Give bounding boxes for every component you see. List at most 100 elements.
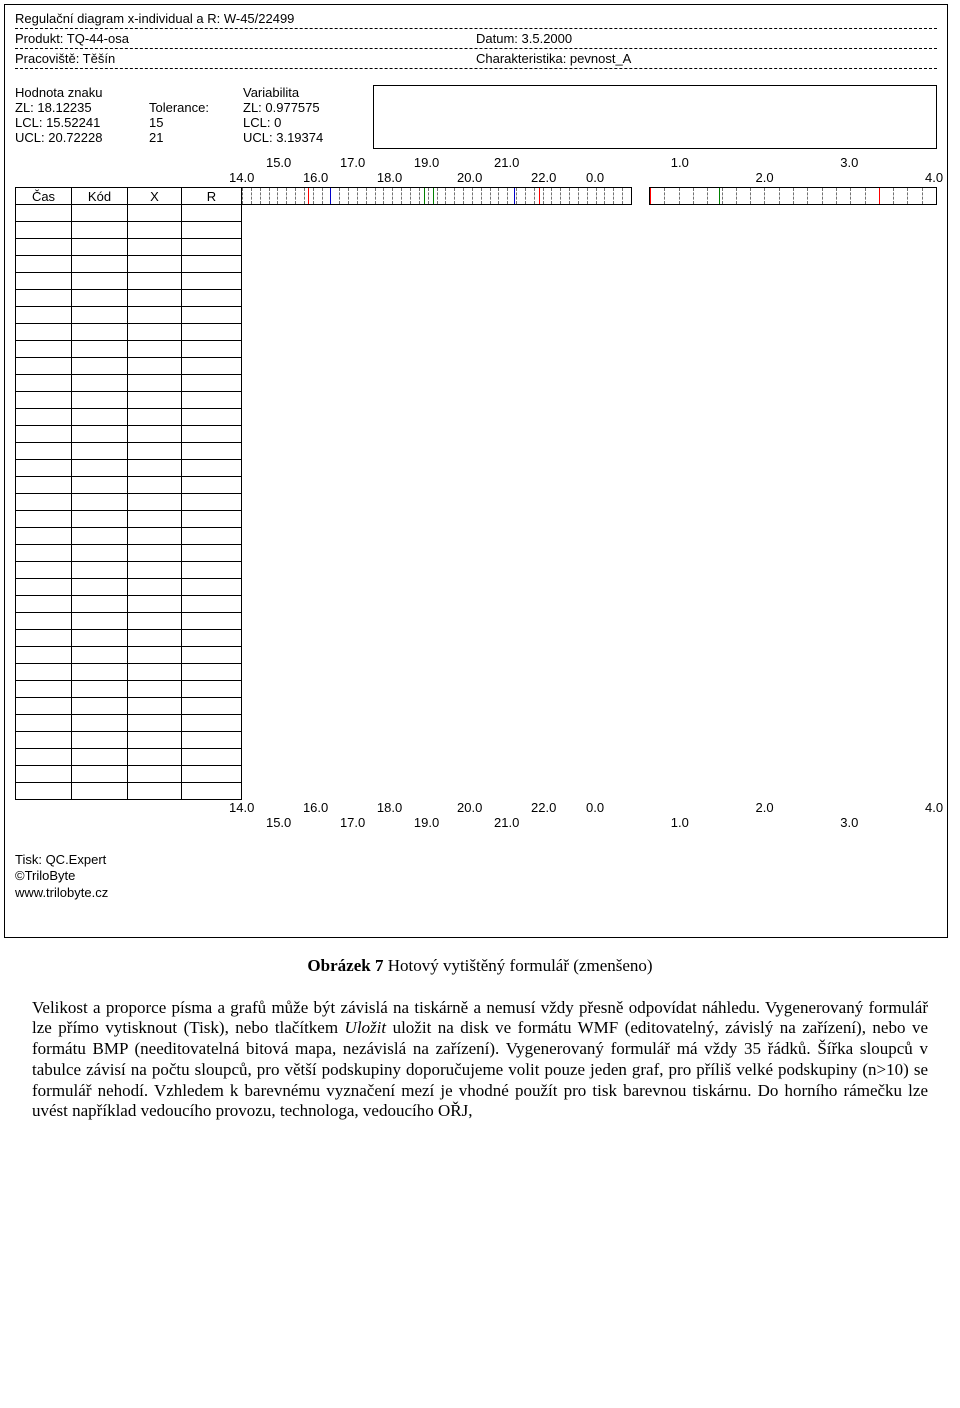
cell xyxy=(182,375,242,392)
cell xyxy=(16,443,72,460)
cell xyxy=(182,511,242,528)
cell xyxy=(72,324,128,341)
cell xyxy=(72,443,128,460)
caption-bold: Obrázek 7 xyxy=(307,956,383,975)
pracoviste-label: Pracoviště: Těšín xyxy=(15,51,476,66)
cell xyxy=(72,409,128,426)
table-row xyxy=(16,222,937,239)
cell xyxy=(72,749,128,766)
chart-gap xyxy=(632,188,650,205)
cell xyxy=(128,766,182,783)
grid-header-row: Čas Kód X R xyxy=(16,188,937,205)
table-row xyxy=(16,205,937,222)
cell xyxy=(128,494,182,511)
cell xyxy=(128,239,182,256)
axis-tick: 15.0 xyxy=(266,155,291,170)
cell xyxy=(16,749,72,766)
body-paragraph: Velikost a proporce písma a grafů může b… xyxy=(0,998,960,1132)
axis-tick: 3.0 xyxy=(840,155,858,170)
cell xyxy=(128,358,182,375)
footer-block: Tisk: QC.Expert ©TriloByte www.trilobyte… xyxy=(5,832,947,937)
cell xyxy=(16,681,72,698)
table-row xyxy=(16,630,937,647)
cell xyxy=(128,715,182,732)
cell xyxy=(128,562,182,579)
cell xyxy=(128,732,182,749)
cell xyxy=(16,664,72,681)
table-row xyxy=(16,545,937,562)
axis-x-top: 15.017.019.021.014.016.018.020.022.0 xyxy=(241,155,580,187)
axis-tick: 1.0 xyxy=(671,155,689,170)
cell xyxy=(182,205,242,222)
axis-tick: 2.0 xyxy=(756,170,774,185)
cell xyxy=(72,273,128,290)
axis-tick: 18.0 xyxy=(377,170,402,185)
stat: LCL: 15.52241 xyxy=(15,115,135,130)
table-row xyxy=(16,613,937,630)
cell xyxy=(72,715,128,732)
footer-line: Tisk: QC.Expert xyxy=(15,852,937,868)
cell xyxy=(182,239,242,256)
cell xyxy=(72,528,128,545)
cell xyxy=(182,443,242,460)
datum-label: Datum: 3.5.2000 xyxy=(476,31,937,46)
cell xyxy=(182,698,242,715)
axis-tick: 15.0 xyxy=(266,815,291,830)
table-row xyxy=(16,766,937,783)
header-row-3: Pracoviště: Těšín Charakteristika: pevno… xyxy=(15,49,937,69)
cell xyxy=(16,715,72,732)
cell xyxy=(16,732,72,749)
table-row xyxy=(16,477,937,494)
col-x: X xyxy=(128,188,182,205)
cell xyxy=(182,579,242,596)
cell xyxy=(128,528,182,545)
stat: 21 xyxy=(149,130,229,145)
cell xyxy=(72,477,128,494)
caption-rest: Hotový vytištěný formulář (zmenšeno) xyxy=(383,956,652,975)
axis-r-bot: 0.02.04.01.03.0 xyxy=(598,800,937,832)
table-row xyxy=(16,647,937,664)
cell xyxy=(72,494,128,511)
axis-tick: 19.0 xyxy=(414,815,439,830)
cell xyxy=(72,290,128,307)
table-row xyxy=(16,783,937,800)
cell xyxy=(72,205,128,222)
cell xyxy=(128,664,182,681)
cell xyxy=(16,205,72,222)
stat: UCL: 20.72228 xyxy=(15,130,135,145)
figure-caption: Obrázek 7 Hotový vytištěný formulář (zme… xyxy=(0,956,960,976)
cell xyxy=(16,596,72,613)
axis-tick: 22.0 xyxy=(531,800,556,815)
axis-tick: 16.0 xyxy=(303,800,328,815)
grid-table: Čas Kód X R xyxy=(15,187,937,800)
cell xyxy=(128,630,182,647)
axis-tick: 4.0 xyxy=(925,170,943,185)
table-row xyxy=(16,409,937,426)
axis-tick: 22.0 xyxy=(531,170,556,185)
cell xyxy=(16,392,72,409)
cell xyxy=(72,392,128,409)
cell xyxy=(16,783,72,800)
axis-tick: 17.0 xyxy=(340,155,365,170)
table-row xyxy=(16,664,937,681)
cell xyxy=(128,647,182,664)
cell xyxy=(72,256,128,273)
cell xyxy=(72,766,128,783)
table-row xyxy=(16,511,937,528)
cell xyxy=(72,460,128,477)
cell xyxy=(128,290,182,307)
cell xyxy=(16,222,72,239)
cell xyxy=(182,613,242,630)
cell xyxy=(16,647,72,664)
stat: Hodnota znaku xyxy=(15,85,135,100)
cell xyxy=(72,307,128,324)
cell xyxy=(182,528,242,545)
table-row xyxy=(16,290,937,307)
charakteristika-label: Charakteristika: pevnost_A xyxy=(476,51,937,66)
axis-tick: 0.0 xyxy=(586,800,604,815)
footer-line: www.trilobyte.cz xyxy=(15,885,937,901)
stat: ZL: 0.977575 xyxy=(243,100,353,115)
cell xyxy=(182,749,242,766)
table-row xyxy=(16,528,937,545)
cell xyxy=(72,426,128,443)
